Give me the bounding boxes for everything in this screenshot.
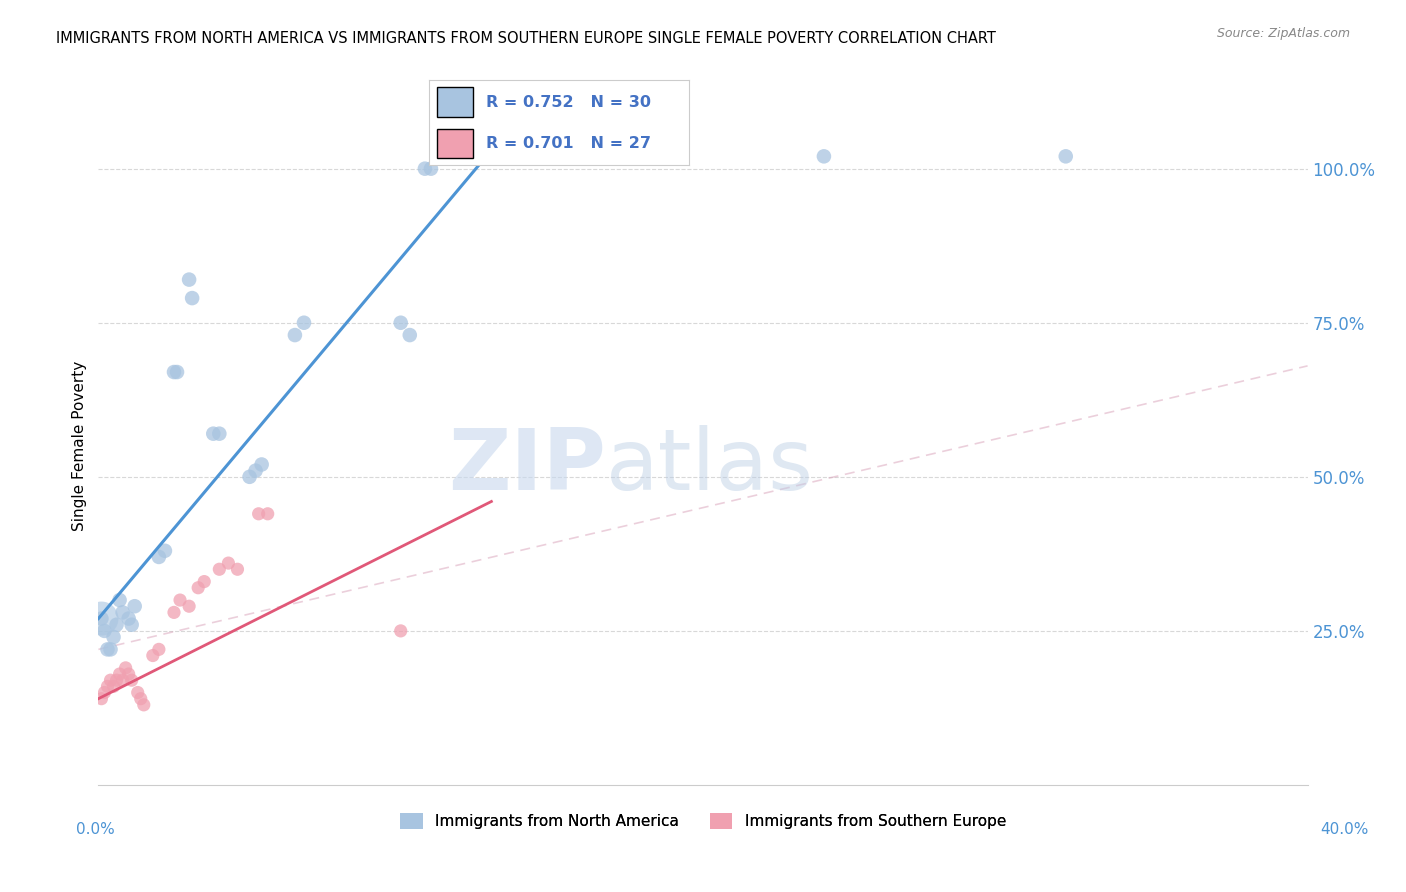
Point [179,599,201,614]
Text: IMMIGRANTS FROM NORTH AMERICA VS IMMIGRANTS FROM SOUTHERN EUROPE SINGLE FEMALE P: IMMIGRANTS FROM NORTH AMERICA VS IMMIGRA… [56,31,995,46]
Point [108,593,131,607]
FancyBboxPatch shape [437,128,472,158]
Text: atlas: atlas [606,425,814,508]
Point [129,691,152,706]
Point [420,161,443,176]
Point [245,464,267,478]
Text: R = 0.752   N = 30: R = 0.752 N = 30 [486,95,651,110]
Point [166,365,188,379]
Point [413,161,436,176]
Point [389,624,412,638]
Point [193,574,215,589]
Point [148,642,170,657]
Text: R = 0.701   N = 27: R = 0.701 N = 27 [486,136,651,152]
Point [181,291,204,305]
Point [124,599,146,614]
Point [103,679,125,693]
Point [163,606,186,620]
Point [111,673,134,688]
Point [256,507,278,521]
Point [118,667,141,681]
Point [96,642,118,657]
Point [292,316,315,330]
Point [90,691,112,706]
Point [121,617,143,632]
Point [169,593,191,607]
Point [90,611,112,625]
Point [96,679,118,693]
Point [121,673,143,688]
Point [103,630,125,644]
Point [148,549,170,564]
Point [90,611,112,625]
Point [100,642,122,657]
Point [105,617,128,632]
Point [226,562,249,576]
Point [202,426,225,441]
Point [1054,149,1077,163]
Point [284,328,307,343]
Point [813,149,835,163]
Point [127,685,149,699]
Point [389,316,412,330]
Text: ZIP: ZIP [449,425,606,508]
Point [118,611,141,625]
Point [100,673,122,688]
Y-axis label: Single Female Poverty: Single Female Poverty [72,361,87,531]
Point [132,698,155,712]
Point [208,562,231,576]
Point [153,543,176,558]
Point [108,667,131,681]
Point [398,328,420,343]
Point [247,507,270,521]
Text: Source: ZipAtlas.com: Source: ZipAtlas.com [1216,27,1350,40]
Point [111,606,134,620]
Point [208,426,231,441]
Point [217,556,239,570]
Point [239,470,262,484]
Point [93,685,115,699]
Point [114,661,136,675]
Point [163,365,186,379]
Legend: Immigrants from North America, Immigrants from Southern Europe: Immigrants from North America, Immigrant… [394,806,1012,835]
Text: 0.0%: 0.0% [76,822,115,837]
Text: 40.0%: 40.0% [1320,822,1368,837]
Point [93,624,115,638]
Point [142,648,165,663]
Point [187,581,209,595]
FancyBboxPatch shape [437,87,472,117]
Point [105,673,128,688]
Point [250,458,273,472]
Point [179,272,201,286]
